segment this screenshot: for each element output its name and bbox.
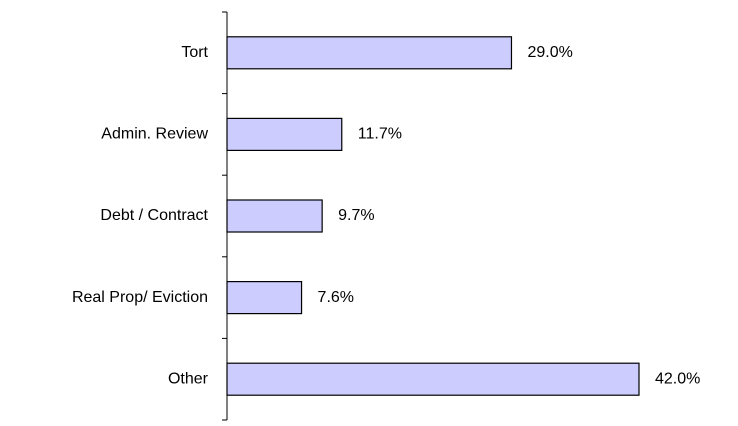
category-label: Real Prop/ Eviction — [72, 289, 208, 306]
value-label: 29.0% — [527, 44, 572, 61]
category-label: Debt / Contract — [100, 207, 208, 224]
bar — [226, 281, 303, 315]
bar — [226, 199, 323, 233]
bar — [226, 117, 343, 152]
bar — [226, 36, 513, 70]
category-label: Other — [168, 370, 209, 387]
category-label: Admin. Review — [101, 126, 208, 143]
value-label: 9.7% — [338, 207, 374, 224]
value-label: 11.7% — [358, 126, 402, 143]
bar — [226, 362, 640, 396]
value-label: 42.0% — [655, 370, 700, 387]
category-label: Tort — [181, 44, 208, 61]
value-label: 7.6% — [318, 289, 354, 306]
